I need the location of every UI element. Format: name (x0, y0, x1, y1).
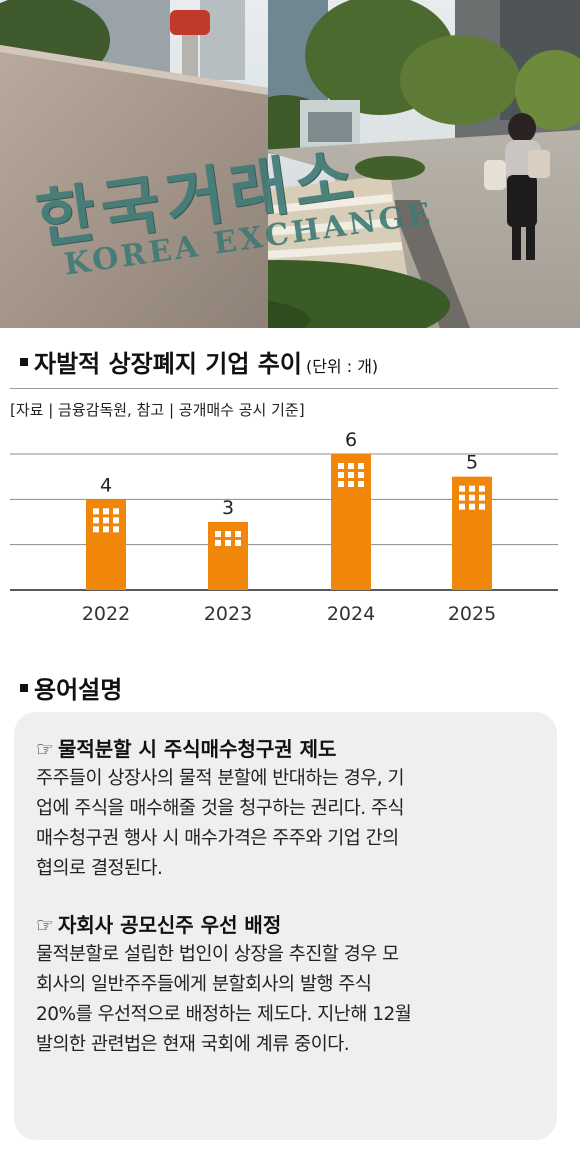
bar-window-icon (479, 503, 485, 510)
term-line: 발의한 관련법은 현재 국회에 계류 중이다. (36, 1034, 350, 1055)
bar-window-icon (469, 494, 475, 501)
bar-window-icon (338, 463, 344, 469)
bar-window-icon (93, 508, 99, 515)
data-label: 6 (345, 429, 357, 451)
term-heading-text: 자회사 공모신주 우선 배정 (57, 913, 282, 937)
header-photo: 한국거래소 KOREA EXCHANGE (0, 0, 580, 328)
data-label: 4 (100, 474, 112, 496)
glossary-box: ☞ 물적분할 시 주식매수청구권 제도 주주들이 상장사의 물적 분할에 반대하는… (14, 712, 557, 1140)
bar-window-icon (103, 526, 109, 533)
term-heading-text: 물적분할 시 주식매수청구권 제도 (57, 737, 337, 761)
bar-window-icon (113, 508, 119, 515)
term-description: 물적분할로 설립한 법인이 상장을 추진할 경우 모 회사의 일반주주들에게 분… (36, 940, 539, 1060)
bar-window-icon (348, 481, 354, 487)
bar-window-icon (93, 517, 99, 524)
bar-window-icon (338, 481, 344, 487)
glossary-term: ☞ 자회사 공모신주 우선 배정 물적분할로 설립한 법인이 상장을 추진할 경우… (36, 910, 539, 1060)
bar-window-icon (479, 494, 485, 501)
bar-window-icon (103, 517, 109, 524)
bar-window-icon (235, 540, 241, 546)
x-tick-label: 2025 (448, 603, 496, 625)
glossary-title: 용어설명 (20, 670, 122, 705)
term-heading: ☞ 자회사 공모신주 우선 배정 (36, 910, 539, 940)
bar-window-icon (358, 463, 364, 469)
chart-title: 자발적 상장폐지 기업 추이 (단위 : 개) (20, 344, 378, 379)
bar-window-icon (459, 503, 465, 510)
bar-window-icon (358, 481, 364, 487)
bar-window-icon (93, 526, 99, 533)
bar-window-icon (338, 472, 344, 478)
korea-exchange-street-photo (0, 0, 580, 328)
chart-labels: 4 2022 3 2023 6 2024 5 2025 (82, 429, 496, 625)
x-tick-label: 2023 (204, 603, 252, 625)
x-tick-label: 2022 (82, 603, 130, 625)
x-tick-label: 2024 (327, 603, 375, 625)
term-line: 회사의 일반주주들에게 분할회사의 발행 주식 (36, 974, 372, 995)
bar-window-icon (225, 531, 231, 537)
bar-window-icon (459, 494, 465, 501)
bar-window-icon (235, 531, 241, 537)
title-bullet-square (20, 358, 28, 366)
glossary-title-text: 용어설명 (34, 676, 123, 704)
term-heading: ☞ 물적분할 시 주식매수청구권 제도 (36, 734, 539, 764)
bar-group (331, 454, 371, 590)
pointing-hand-icon: ☞ (36, 913, 54, 937)
bar-window-icon (469, 485, 475, 492)
chart-title-text: 자발적 상장폐지 기업 추이 (34, 350, 302, 378)
chart-source: [자료 | 금융감독원, 참고 | 공개매수 공시 기준] (10, 401, 305, 419)
chart-bars (86, 454, 492, 590)
bar-window-icon (215, 540, 221, 546)
bar (86, 499, 126, 590)
bar-window-icon (113, 526, 119, 533)
glossary-bullet-square (20, 684, 28, 692)
bar-group (86, 499, 126, 590)
bar-group (452, 476, 492, 590)
bar-window-icon (225, 540, 231, 546)
bar-window-icon (215, 531, 221, 537)
term-line: 업에 주식을 매수해줄 것을 청구하는 권리다. 주식 (36, 798, 405, 819)
data-label: 3 (222, 497, 234, 519)
bar-window-icon (479, 485, 485, 492)
term-line: 주주들이 상장사의 물적 분할에 반대하는 경우, 기 (36, 768, 405, 789)
term-line: 매수청구권 행사 시 매수가격은 주주와 기업 간의 (36, 828, 399, 849)
chart-unit: (단위 : 개) (305, 357, 379, 376)
bar (452, 476, 492, 590)
term-line: 물적분할로 설립한 법인이 상장을 추진할 경우 모 (36, 944, 399, 965)
glossary-term: ☞ 물적분할 시 주식매수청구권 제도 주주들이 상장사의 물적 분할에 반대하는… (36, 734, 539, 884)
pointing-hand-icon: ☞ (36, 737, 54, 761)
bar-window-icon (459, 485, 465, 492)
bar-window-icon (348, 463, 354, 469)
chart-top-rule (10, 388, 558, 389)
term-line: 20%를 우선적으로 배정하는 제도다. 지난해 12월 (36, 1004, 412, 1025)
bar-group (208, 522, 248, 590)
term-description: 주주들이 상장사의 물적 분할에 반대하는 경우, 기 업에 주식을 매수해줄 … (36, 764, 539, 884)
data-label: 5 (466, 452, 478, 474)
term-line: 협의로 결정된다. (36, 858, 163, 879)
bar-window-icon (348, 472, 354, 478)
bar-window-icon (358, 472, 364, 478)
bar-chart: 4 2022 3 2023 6 2024 5 2025 (10, 429, 558, 625)
bar-window-icon (469, 503, 475, 510)
bar-window-icon (113, 517, 119, 524)
bar-window-icon (103, 508, 109, 515)
